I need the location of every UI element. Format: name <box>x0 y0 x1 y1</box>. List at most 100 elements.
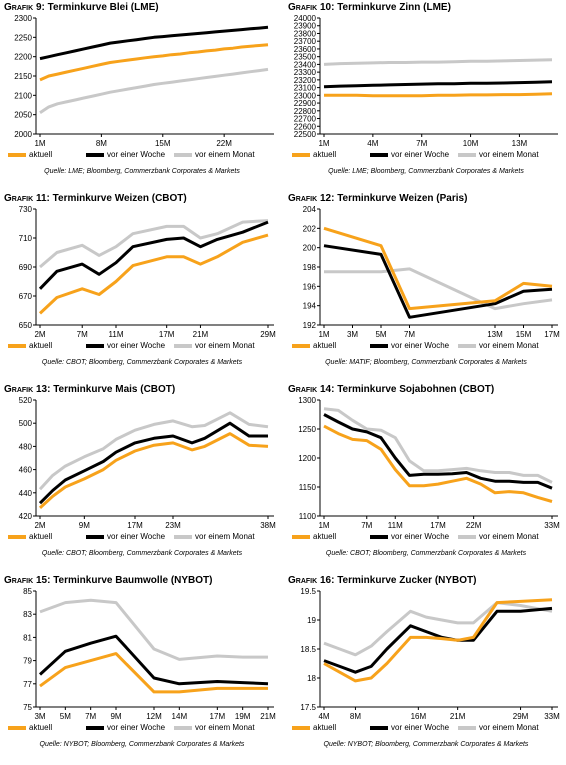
legend-label: vor einem Monat <box>195 723 255 732</box>
series-line-aktuell <box>38 432 269 510</box>
y-tick-label: 690 <box>19 263 33 272</box>
legend-swatch <box>174 343 192 348</box>
legend-label: vor einer Woche <box>107 723 166 732</box>
x-tick-label: 1M <box>318 139 329 148</box>
x-tick-label: 1M <box>318 521 329 530</box>
legend-swatch <box>370 343 388 348</box>
x-tick-label: 5M <box>60 712 71 721</box>
x-tick-label: 7M <box>416 139 427 148</box>
x-tick-label: 13M <box>487 330 503 339</box>
chart-source: Quelle: CBOT; Bloomberg, Commerzbank Cor… <box>41 550 243 557</box>
y-tick-label: 79 <box>23 657 32 666</box>
legend-item-woche: vor einer Woche <box>370 723 449 732</box>
x-tick-label: 15M <box>516 330 532 339</box>
x-tick-label: 10M <box>463 139 479 148</box>
legend-swatch <box>370 152 388 157</box>
x-tick-label: 11M <box>388 521 403 530</box>
legend-swatch <box>8 725 26 730</box>
y-tick-label: 2050 <box>14 111 32 120</box>
x-tick-label: 16M <box>411 712 427 721</box>
x-tick-label: 11M <box>109 330 124 339</box>
x-tick-label: 3M <box>347 330 358 339</box>
x-tick-label: 17M <box>430 521 446 530</box>
y-tick-label: 23200 <box>294 76 317 85</box>
y-tick-label: 23300 <box>294 68 317 77</box>
chart-title: Grafik 10: Terminkurve Zinn (LME) <box>288 2 451 13</box>
chart-title: Grafik 16: Terminkurve Zucker (NYBOT) <box>288 575 477 586</box>
legend-swatch <box>174 152 192 157</box>
series-line-vor-einem-Monat <box>324 267 553 311</box>
y-tick-label: 1200 <box>298 454 316 463</box>
x-tick-label: 9M <box>79 521 90 530</box>
chart-legend: aktuell vor einer Woche vor einem Monat <box>4 532 280 544</box>
y-tick-label: 198 <box>303 263 317 272</box>
series-line-vor-einer-Woche <box>38 421 268 505</box>
legend-swatch <box>86 725 104 730</box>
x-tick-label: 21M <box>450 712 466 721</box>
legend-item-aktuell: aktuell <box>292 341 336 350</box>
legend-item-aktuell: aktuell <box>8 532 52 541</box>
chart-title: Grafik 11: Terminkurve Weizen (CBOT) <box>4 193 187 204</box>
y-tick-label: 81 <box>23 633 32 642</box>
x-tick-label: 1M <box>318 330 329 339</box>
legend-swatch <box>458 343 476 348</box>
legend-label: aktuell <box>29 341 53 350</box>
y-tick-label: 1300 <box>298 396 316 405</box>
y-tick-label: 440 <box>19 489 33 498</box>
series-line-vor-einer-Woche <box>323 606 553 674</box>
legend-item-woche: vor einer Woche <box>370 341 449 350</box>
x-tick-label: 21M <box>260 712 276 721</box>
series-line-vor-einer-Woche <box>38 220 269 290</box>
x-tick-label: 14M <box>172 712 188 721</box>
y-tick-label: 650 <box>19 321 33 330</box>
chart-legend: aktuell vor einer Woche vor einem Monat <box>288 341 564 353</box>
y-tick-label: 24000 <box>294 14 317 23</box>
y-tick-label: 19 <box>307 616 316 625</box>
legend-label: vor einer Woche <box>391 532 450 541</box>
series-line-vor-einem-Monat <box>323 58 553 66</box>
series-line-vor-einem-Monat <box>39 219 269 269</box>
legend-swatch <box>8 534 26 539</box>
legend-swatch <box>370 725 388 730</box>
legend-swatch <box>86 343 104 348</box>
y-tick-label: 77 <box>23 680 32 689</box>
legend-label: vor einer Woche <box>391 723 450 732</box>
legend-swatch <box>292 725 310 730</box>
y-tick-label: 2000 <box>14 130 32 139</box>
legend-label: vor einem Monat <box>479 532 539 541</box>
x-tick-label: 23M <box>165 521 181 530</box>
x-tick-label: 7M <box>77 330 88 339</box>
chart-panel-2: Grafik 10: Terminkurve Zinn (LME) 22500 2… <box>288 2 564 192</box>
legend-item-monat: vor einem Monat <box>174 532 255 541</box>
y-tick-label: 202 <box>303 224 317 233</box>
chart-source: Quelle: NYBOT; Bloomberg, Commerzbank Co… <box>39 741 245 748</box>
y-tick-label: 18 <box>307 674 316 683</box>
y-tick-label: 83 <box>23 610 32 619</box>
chart-title: Grafik 14: Terminkurve Sojabohnen (CBOT) <box>288 384 495 395</box>
legend-item-aktuell: aktuell <box>8 723 52 732</box>
legend-item-aktuell: aktuell <box>8 341 52 350</box>
y-tick-label: 85 <box>23 587 32 596</box>
x-tick-label: 2M <box>34 521 45 530</box>
y-tick-label: 200 <box>303 244 317 253</box>
chart-legend: aktuell vor einer Woche vor einem Monat <box>4 341 280 353</box>
legend-item-aktuell: aktuell <box>292 723 336 732</box>
y-tick-label: 23000 <box>294 91 317 100</box>
legend-item-aktuell: aktuell <box>292 150 336 159</box>
legend-label: aktuell <box>313 532 337 541</box>
legend-swatch <box>86 152 104 157</box>
y-tick-label: 22500 <box>294 130 317 139</box>
chart-title: Grafik 9: Terminkurve Blei (LME) <box>4 2 159 13</box>
series-line-vor-einer-Woche <box>39 25 269 61</box>
legend-swatch <box>292 343 310 348</box>
legend-item-woche: vor einer Woche <box>86 341 165 350</box>
y-tick-label: 75 <box>23 703 32 712</box>
chart-legend: aktuell vor einer Woche vor einem Monat <box>288 723 564 735</box>
chart-plot: 17.5 18 18.5 19 19.5 4M 8M 16M 21M 29M 33M <box>300 587 560 721</box>
series-line-vor-einer-Woche <box>323 80 553 89</box>
series-line-aktuell <box>39 43 269 82</box>
chart-source: Quelle: NYBOT; Bloomberg, Commerzbank Co… <box>323 741 529 748</box>
y-tick-label: 730 <box>19 205 33 214</box>
chart-source: Quelle: MATIF; Bloomberg, Commerzbank Co… <box>325 359 527 366</box>
chart-plot: 192 194 196 198 200 202 204 1M 3M 5M 7M 13M 15M 17M <box>303 205 560 339</box>
